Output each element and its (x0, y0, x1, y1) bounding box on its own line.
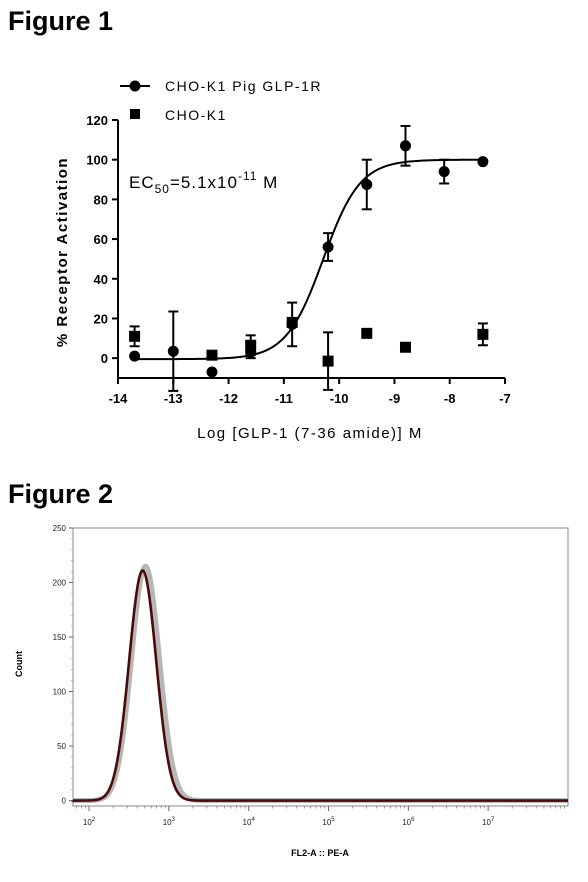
legend-label-cho-k1: CHO-K1 (165, 107, 227, 123)
x-tick-exponent: 5 (331, 817, 335, 823)
y-tick-label: 150 (53, 633, 67, 642)
x-tick-base: 10 (83, 818, 92, 827)
data-point-pig-glp1r (361, 179, 373, 190)
figure-2-title: Figure 2 (8, 479, 114, 509)
x-tick-exponent: 7 (491, 817, 495, 823)
legend-marker-circle (129, 80, 141, 92)
receptor-activation-chart: CHO-K1 Pig GLP-1R CHO-K1 0 20 40 60 80 100 120… (54, 78, 511, 442)
x-tick-exponent: 2 (92, 817, 96, 823)
x-tick-base: 10 (243, 818, 252, 827)
y-tick-label: 20 (94, 311, 108, 326)
ec50-exponent: -11 (238, 169, 257, 183)
data-point-pig-glp1r (322, 241, 334, 253)
x-tick-base: 10 (163, 818, 172, 827)
fit-curve-pig-glp1r (134, 158, 483, 361)
x-tick-label: -14 (109, 391, 129, 406)
ec50-subscript: 50 (155, 182, 170, 196)
x-tick-label: 103 (163, 817, 176, 827)
ec50-unit: M (257, 173, 278, 192)
legend: CHO-K1 Pig GLP-1R CHO-K1 (120, 78, 322, 123)
x-tick-label: 105 (322, 817, 335, 827)
x-axis-label: Log [GLP-1 (7-36 amide)] M (197, 425, 423, 442)
x-tick-label: -8 (444, 391, 456, 406)
data-point-cho-k1 (322, 355, 334, 367)
y-tick-label: 200 (53, 579, 67, 588)
x-tick-exponent: 6 (411, 817, 415, 823)
data-point-pig-glp1r (167, 345, 179, 357)
y-tick-label: 100 (86, 153, 108, 168)
x-tick-label: 104 (243, 817, 256, 827)
x-tick-label: 106 (402, 817, 415, 827)
x-tick-label: -10 (330, 391, 349, 406)
legend-label-pig-glp1r: CHO-K1 Pig GLP-1R (165, 78, 322, 94)
x-axis-label: FL2-A :: PE-A (291, 848, 349, 858)
y-tick-label: 50 (57, 742, 66, 751)
data-point-cho-k1 (245, 339, 257, 351)
x-tick-base: 10 (482, 818, 491, 827)
x-tick-label: -9 (389, 391, 401, 406)
x-tick-base: 10 (322, 818, 331, 827)
y-axis-label: Count (14, 651, 24, 677)
ec50-value: =5.1x10 (170, 173, 238, 192)
y-tick-label: 80 (94, 192, 108, 207)
y-tick-label: 250 (53, 524, 67, 533)
figure-1-title: Figure 1 (8, 6, 114, 36)
histogram-gray (70, 563, 569, 804)
x-tick-label: -12 (219, 391, 238, 406)
x-tick-label: -7 (499, 391, 511, 406)
data-point-pig-glp1r (399, 140, 411, 152)
data-point-pig-glp1r (438, 166, 450, 178)
data-point-cho-k1 (129, 330, 141, 342)
x-tick-label: 107 (482, 817, 495, 827)
data-point-cho-k1 (361, 327, 373, 339)
x-tick-base: 10 (402, 818, 411, 827)
y-axis-label: % Receptor Activation (54, 157, 71, 347)
x-tick-label: 102 (83, 817, 96, 827)
histogram-dark-red (71, 569, 569, 802)
y-tick-label: 100 (53, 688, 67, 697)
data-point-pig-glp1r (477, 156, 489, 168)
ec50-base: EC (129, 173, 155, 192)
data-point-cho-k1 (399, 341, 411, 353)
y-tick-label: 0 (101, 351, 108, 366)
data-point-cho-k1 (477, 328, 489, 340)
y-tick-label: 120 (86, 113, 108, 128)
ec50-annotation: EC50=5.1x10-11 M (129, 169, 278, 196)
x-tick-label: -11 (275, 391, 293, 406)
data-point-pig-glp1r (129, 350, 141, 362)
y-tick-label: 40 (94, 272, 108, 287)
legend-marker-square (130, 109, 140, 119)
y-tick-label: 60 (94, 232, 108, 247)
data-point-cho-k1 (286, 316, 298, 328)
x-tick-label: -13 (164, 391, 183, 406)
data-point-pig-glp1r (206, 366, 218, 378)
x-tick-exponent: 3 (172, 817, 176, 823)
y-tick-label: 0 (62, 797, 67, 806)
data-point-cho-k1 (206, 349, 218, 361)
x-tick-exponent: 4 (251, 817, 255, 823)
